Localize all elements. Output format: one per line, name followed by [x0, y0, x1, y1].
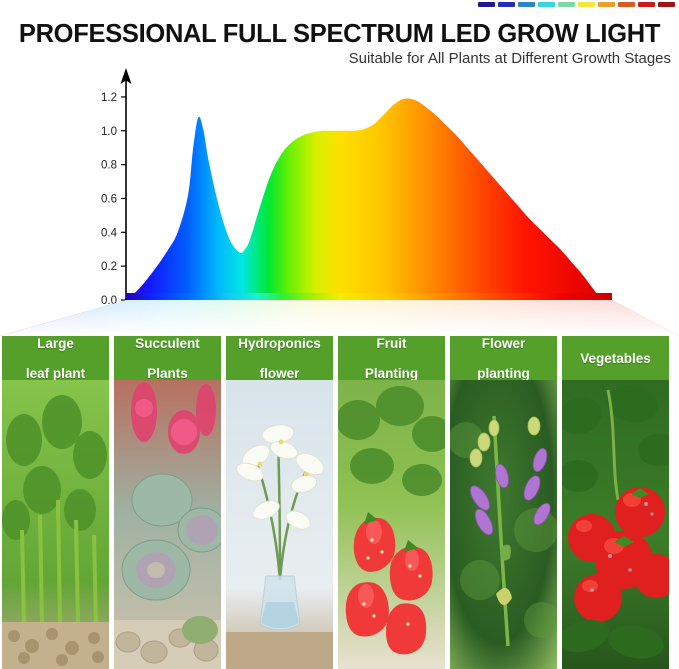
card-label-large-leaf-plant: Large leaf plant: [2, 336, 109, 381]
card-vegetables[interactable]: Vegetables: [562, 336, 669, 669]
swatch-cyan: [538, 2, 555, 7]
swatch-navy-blue: [498, 2, 515, 7]
swatch-red: [638, 2, 655, 7]
plant-category-cards: Large leaf plant Succulent Plants: [2, 336, 677, 669]
card-label-line2: flower: [259, 365, 300, 381]
swatch-amber: [598, 2, 615, 7]
card-label-fruit-planting: Fruit Planting: [338, 336, 445, 381]
card-label-line1: Flower: [481, 336, 526, 351]
spectrum-chart: 0.00.20.40.60.81.01.2 400500600700800: [0, 62, 679, 320]
card-label-line1: Vegetables: [580, 350, 651, 366]
card-flower-planting[interactable]: Flower planting: [450, 336, 557, 669]
card-label-line2: Plants: [147, 365, 188, 381]
white-lily-vase-photo: [226, 380, 333, 669]
card-label-flower-planting: Flower planting: [450, 336, 557, 381]
y-tick-label: 1.2: [101, 92, 117, 104]
leafy-greens-photo: [2, 380, 109, 669]
card-label-line2: leaf plant: [25, 365, 86, 381]
tomatoes-photo: [562, 380, 669, 669]
succulents-photo: [114, 380, 221, 669]
spectrum-color-bar: [126, 293, 612, 300]
card-label-line1: Hydroponics: [238, 336, 321, 351]
page-subtitle: Suitable for All Plants at Different Gro…: [348, 50, 671, 67]
swatch-dark-red: [658, 2, 675, 7]
card-label-line2: planting: [477, 365, 530, 381]
card-label-hydroponics-flower: Hydroponics flower: [226, 336, 333, 381]
card-label-line1: Fruit: [376, 336, 407, 351]
card-label-vegetables: Vegetables: [562, 336, 669, 380]
y-tick-label: 0.6: [101, 193, 117, 205]
light-cone-svg: [0, 300, 679, 336]
card-label-succulent-plants: Succulent Plants: [114, 336, 221, 381]
card-large-leaf-plant[interactable]: Large leaf plant: [2, 336, 109, 669]
page-title: PROFESSIONAL FULL SPECTRUM LED GROW LIGH…: [18, 20, 661, 48]
spectrum-curve-area: [126, 98, 602, 300]
card-label-line1: Large: [37, 336, 74, 351]
spectrum-swatch-strip: [478, 2, 675, 7]
purple-hosta-flower-photo: [450, 380, 557, 669]
strawberries-photo: [338, 380, 445, 669]
chart-y-ticks: 0.00.20.40.60.81.01.2: [101, 92, 126, 307]
swatch-deep-navy: [478, 2, 495, 7]
light-cone: [0, 300, 679, 336]
chart-y-axis: [120, 68, 132, 300]
swatch-orange: [618, 2, 635, 7]
spectrum-chart-svg: 0.00.20.40.60.81.01.2 400500600700800: [101, 68, 612, 320]
card-label-line1: Succulent: [135, 336, 200, 351]
card-label-line2: Planting: [364, 365, 419, 381]
card-hydroponics-flower[interactable]: Hydroponics flower: [226, 336, 333, 669]
card-fruit-planting[interactable]: Fruit Planting: [338, 336, 445, 669]
y-tick-label: 0.2: [101, 261, 117, 273]
swatch-steel-blue: [518, 2, 535, 7]
y-tick-label: 0.4: [101, 227, 118, 239]
swatch-yellow: [578, 2, 595, 7]
y-tick-label: 1.0: [101, 126, 117, 138]
y-tick-label: 0.8: [101, 160, 117, 172]
swatch-mint: [558, 2, 575, 7]
light-cone-fade: [0, 300, 679, 336]
card-succulent-plants[interactable]: Succulent Plants: [114, 336, 221, 669]
